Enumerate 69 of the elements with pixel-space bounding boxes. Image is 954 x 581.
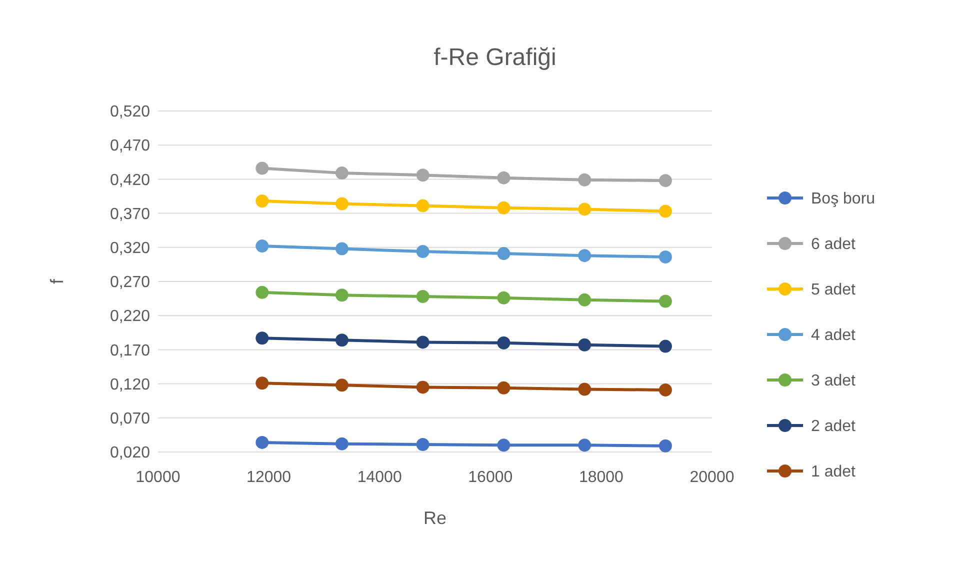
point: [578, 338, 592, 352]
y-tick-label: 0,070: [110, 410, 150, 428]
point: [497, 247, 510, 260]
point: [256, 376, 269, 390]
point: [256, 436, 269, 449]
y-tick-label: 0,370: [110, 206, 150, 223]
legend-label: 2 adet: [811, 418, 856, 436]
point: [256, 194, 269, 208]
point: [335, 288, 348, 302]
y-tick-label: 0,020: [110, 444, 150, 462]
point: [416, 244, 430, 258]
point: [497, 381, 510, 394]
point: [497, 438, 510, 452]
point: [658, 340, 672, 353]
point: [256, 162, 269, 175]
point: [416, 438, 430, 451]
y-axis-title: f: [47, 278, 67, 284]
point: [416, 199, 430, 212]
point: [335, 197, 348, 210]
point: [578, 293, 592, 306]
point: [416, 168, 430, 182]
point: [416, 290, 430, 304]
point: [335, 242, 348, 256]
y-tick-label: 0,520: [110, 104, 150, 121]
point: [335, 437, 348, 450]
point: [658, 383, 672, 396]
point: [658, 250, 672, 264]
legend-label: 3 adet: [811, 372, 856, 390]
point: [578, 438, 592, 452]
legend-label: 5 adet: [811, 282, 856, 299]
x-tick-label: 20000: [690, 469, 734, 486]
point: [497, 201, 510, 214]
chart-title: f-Re Grafiği: [434, 44, 556, 71]
point: [335, 378, 348, 392]
x-tick-label: 16000: [468, 469, 513, 486]
point: [497, 336, 510, 350]
y-tick-label: 0,170: [110, 342, 150, 360]
legend-label: Boş boru: [811, 190, 876, 208]
x-tick-label: 18000: [578, 469, 624, 486]
y-tick-label: 0,470: [110, 138, 150, 155]
point: [256, 240, 269, 253]
y-tick-label: 0,270: [110, 274, 150, 292]
point: [578, 202, 592, 216]
point: [335, 334, 348, 347]
x-tick-label: 10000: [136, 469, 180, 486]
point: [256, 332, 269, 345]
point: [497, 171, 510, 184]
point: [658, 294, 672, 308]
point: [658, 204, 672, 218]
point: [658, 439, 672, 452]
y-tick-label: 0,420: [110, 172, 150, 189]
legend-label: 1 adet: [811, 464, 856, 481]
x-tick-label: 14000: [357, 469, 402, 486]
point: [335, 166, 348, 180]
point: [578, 173, 592, 186]
point: [578, 249, 592, 262]
y-tick-label: 0,320: [110, 240, 150, 257]
point: [416, 380, 430, 394]
point: [658, 174, 672, 188]
point: [256, 286, 269, 299]
legend-label: 4 adet: [811, 327, 856, 344]
point: [416, 336, 430, 349]
point: [578, 382, 592, 396]
point: [497, 291, 510, 304]
x-tick-label: 12000: [246, 469, 292, 486]
x-axis-title: Re: [423, 508, 447, 528]
legend-label: 6 adet: [811, 236, 856, 254]
y-tick-label: 0,220: [110, 308, 150, 326]
y-tick-label: 0,120: [110, 376, 150, 394]
